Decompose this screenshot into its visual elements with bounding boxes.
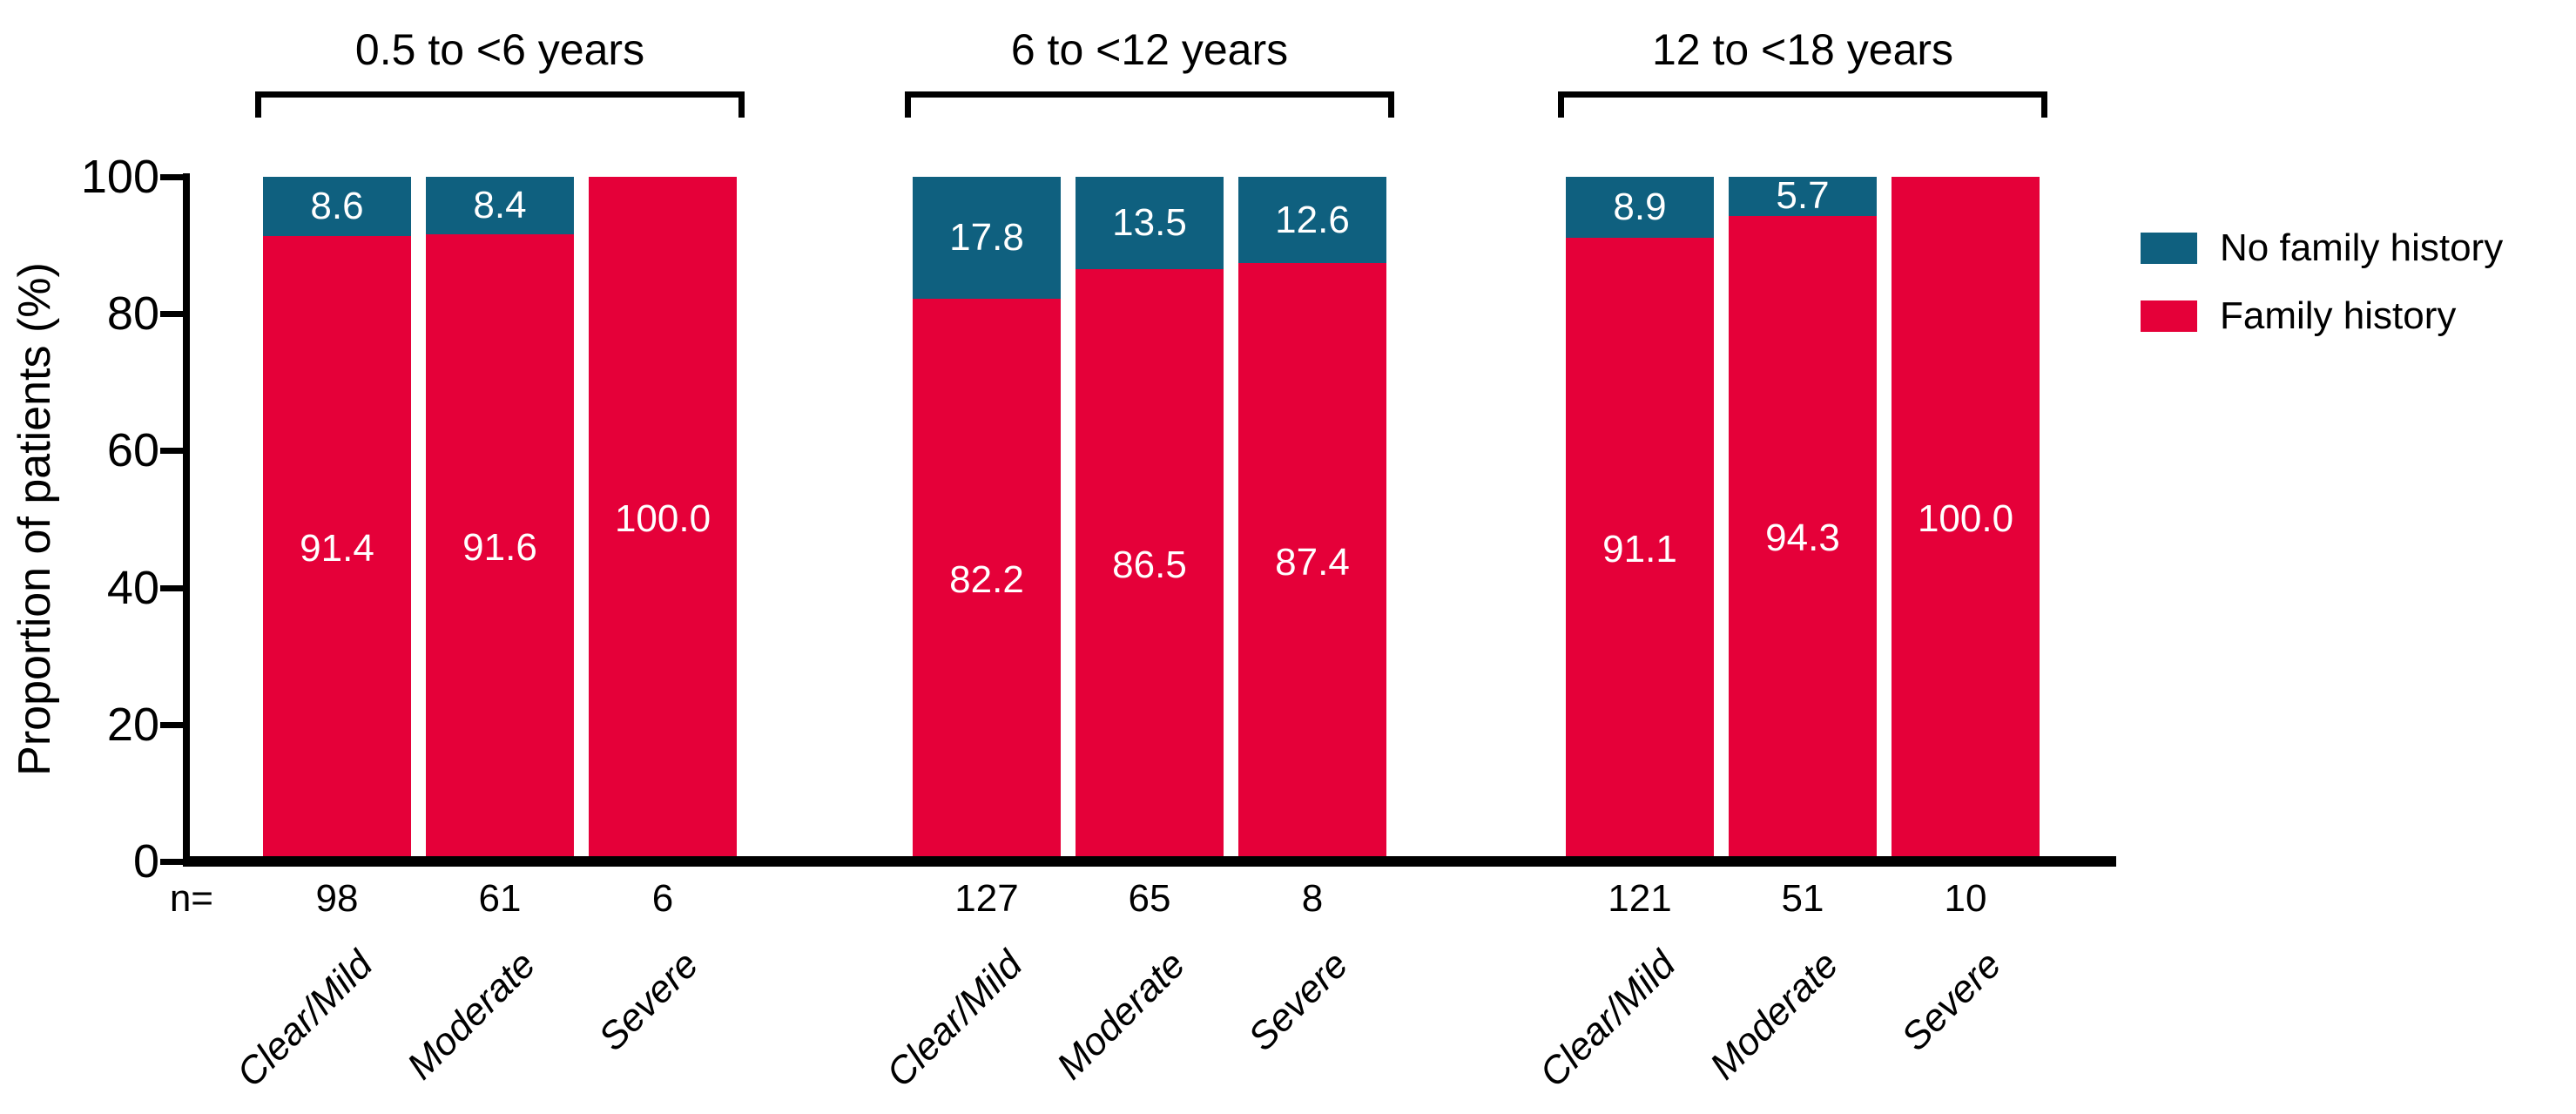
x-axis-line <box>183 856 2116 867</box>
bar-segment-no-family-history <box>263 177 411 236</box>
bar-segment-no-family-history <box>1729 177 1877 216</box>
n-equals-label: n= <box>169 877 213 920</box>
bar-segment-family-history <box>426 234 574 861</box>
bar-segment-family-history <box>1729 215 1877 861</box>
bar-segment-family-history <box>1238 263 1386 861</box>
category-label: Clear/Mild <box>228 942 381 1096</box>
group-bracket <box>905 91 1394 118</box>
legend-swatch-no-family-history <box>2141 233 2197 264</box>
bar-segment-family-history <box>1892 177 2040 861</box>
n-value: 6 <box>651 877 674 920</box>
y-tick-label: 0 <box>132 835 159 888</box>
bar-value-label-family-history: 100.0 <box>614 497 711 540</box>
n-value: 8 <box>1301 877 1324 920</box>
y-tick <box>160 721 183 728</box>
y-tick-label: 20 <box>106 698 159 751</box>
bar-segment-family-history <box>1566 237 1714 861</box>
bar-segment-family-history <box>589 177 737 861</box>
y-tick-label: 40 <box>106 561 159 614</box>
bar-segment-family-history <box>913 298 1061 861</box>
n-value: 10 <box>1944 877 1987 920</box>
bar-value-label-no-family-history: 8.4 <box>473 184 527 226</box>
group-bracket <box>255 91 745 118</box>
bar-value-label-family-history: 91.4 <box>300 526 374 570</box>
bar-segment-no-family-history <box>426 177 574 235</box>
y-tick-label: 60 <box>106 424 159 477</box>
n-value: 127 <box>954 877 1019 920</box>
y-tick <box>160 311 183 318</box>
bar-value-label-family-history: 100.0 <box>1917 497 2014 540</box>
bar-value-label-no-family-history: 12.6 <box>1275 198 1350 241</box>
legend: No family history Family history <box>2141 226 2504 365</box>
bar-segment-no-family-history <box>1238 177 1386 264</box>
age-group-header: 12 to <18 years <box>1651 25 1954 74</box>
bar-value-label-family-history: 82.2 <box>949 557 1024 601</box>
bar-value-label-family-history: 91.1 <box>1602 527 1677 571</box>
n-value: 61 <box>478 877 522 920</box>
bar-segment-family-history <box>263 235 411 861</box>
y-tick-label: 100 <box>80 151 159 203</box>
y-tick-label: 80 <box>106 287 159 341</box>
bar-value-label-no-family-history: 8.9 <box>1613 185 1667 228</box>
bar-segment-no-family-history <box>1076 177 1224 270</box>
legend-swatch-family-history <box>2141 300 2197 332</box>
legend-item-family-history: Family history <box>2141 294 2503 337</box>
y-tick <box>160 448 183 455</box>
bar-segment-no-family-history <box>913 177 1061 299</box>
category-label: Clear/Mild <box>878 942 1031 1096</box>
n-value: 65 <box>1128 877 1171 920</box>
y-tick <box>160 584 183 591</box>
y-tick <box>160 859 183 865</box>
age-group-header: 6 to <12 years <box>1010 25 1289 74</box>
bar-value-label-no-family-history: 13.5 <box>1112 201 1187 245</box>
y-axis-line <box>183 173 190 861</box>
bar-value-label-no-family-history: 17.8 <box>949 215 1024 259</box>
bar-segment-family-history <box>1076 269 1224 861</box>
legend-label-family-history: Family history <box>2220 294 2457 337</box>
category-label: Clear/Mild <box>1531 942 1684 1096</box>
bar-segment-no-family-history <box>1566 177 1714 238</box>
n-value: 121 <box>1608 877 1672 920</box>
legend-item-no-family-history: No family history <box>2141 226 2504 269</box>
y-tick <box>160 174 183 180</box>
n-value: 98 <box>315 877 359 920</box>
bar-value-label-family-history: 91.6 <box>462 526 537 569</box>
bar-value-label-family-history: 87.4 <box>1275 540 1350 584</box>
age-group-header: 0.5 to <6 years <box>354 25 645 74</box>
legend-label-no-family-history: No family history <box>2220 226 2504 269</box>
group-bracket <box>1558 91 2047 118</box>
bar-value-label-no-family-history: 8.6 <box>310 184 364 227</box>
bar-value-label-family-history: 86.5 <box>1112 543 1187 587</box>
n-value: 51 <box>1781 877 1824 920</box>
bar-value-label-family-history: 94.3 <box>1765 516 1840 560</box>
bar-value-label-no-family-history: 5.7 <box>1776 174 1830 218</box>
